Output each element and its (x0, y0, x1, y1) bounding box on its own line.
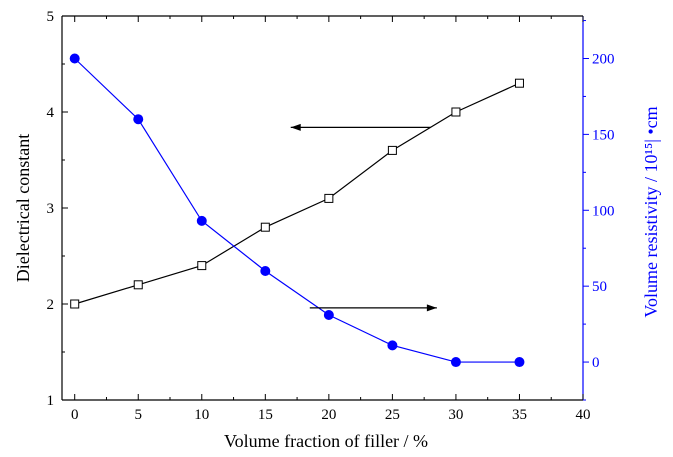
x-tick-label: 35 (512, 407, 527, 423)
y-tick-label: 1 (47, 393, 55, 409)
series-layer (69, 53, 525, 368)
annotation-layer (290, 123, 437, 312)
annotation-arrowhead-right (426, 304, 437, 312)
right-y-axis: 0 50 100 150 200 (583, 20, 615, 401)
data-point-circle (260, 265, 271, 276)
data-point-square (133, 280, 143, 290)
x-axis-title: Volume fraction of filler / % (224, 431, 428, 451)
data-point-square (70, 299, 80, 309)
data-point-circle (514, 357, 525, 368)
x-tick-label: 20 (321, 407, 336, 423)
x-tick-label: 15 (258, 407, 273, 423)
plot-frame (61, 15, 584, 401)
y2-tick-label: 50 (592, 279, 607, 295)
x-tick-label: 40 (576, 407, 591, 423)
y2-tick-label: 150 (592, 127, 615, 143)
data-point-square (387, 145, 397, 155)
x-tick-label: 5 (134, 407, 142, 423)
right-y-axis-title: Volume resistivity / 10¹⁵| •cm (641, 106, 661, 317)
data-point-square (197, 261, 207, 271)
data-point-square (260, 222, 270, 232)
data-point-circle (450, 357, 461, 368)
data-point-circle (323, 310, 334, 321)
x-tick-label: 30 (448, 407, 463, 423)
series-line-right (74, 58, 520, 363)
x-tick-label: 10 (194, 407, 209, 423)
x-tick-label: 25 (385, 407, 400, 423)
y-tick-label: 4 (47, 105, 55, 121)
y2-tick-label: 100 (592, 203, 615, 219)
data-point-circle (69, 53, 80, 64)
y-tick-label: 5 (47, 9, 55, 25)
left-y-axis: 1 2 3 4 5 (47, 9, 68, 409)
data-point-square (324, 193, 334, 203)
data-point-circle (196, 215, 207, 226)
y-tick-label: 3 (47, 201, 55, 217)
data-point-square (451, 107, 461, 117)
data-point-circle (133, 114, 144, 125)
y2-tick-label: 0 (592, 355, 600, 371)
y2-tick-label: 200 (592, 51, 615, 67)
y-tick-label: 2 (47, 297, 55, 313)
annotation-arrowhead-left (290, 123, 301, 131)
x-axis: 0 5 10 15 20 25 30 35 40 (71, 16, 591, 423)
data-point-square (514, 78, 524, 88)
x-tick-label: 0 (71, 407, 79, 423)
series-line-left (74, 82, 520, 305)
left-y-axis-title: Dielectrical constant (13, 134, 33, 282)
data-point-circle (387, 340, 398, 351)
